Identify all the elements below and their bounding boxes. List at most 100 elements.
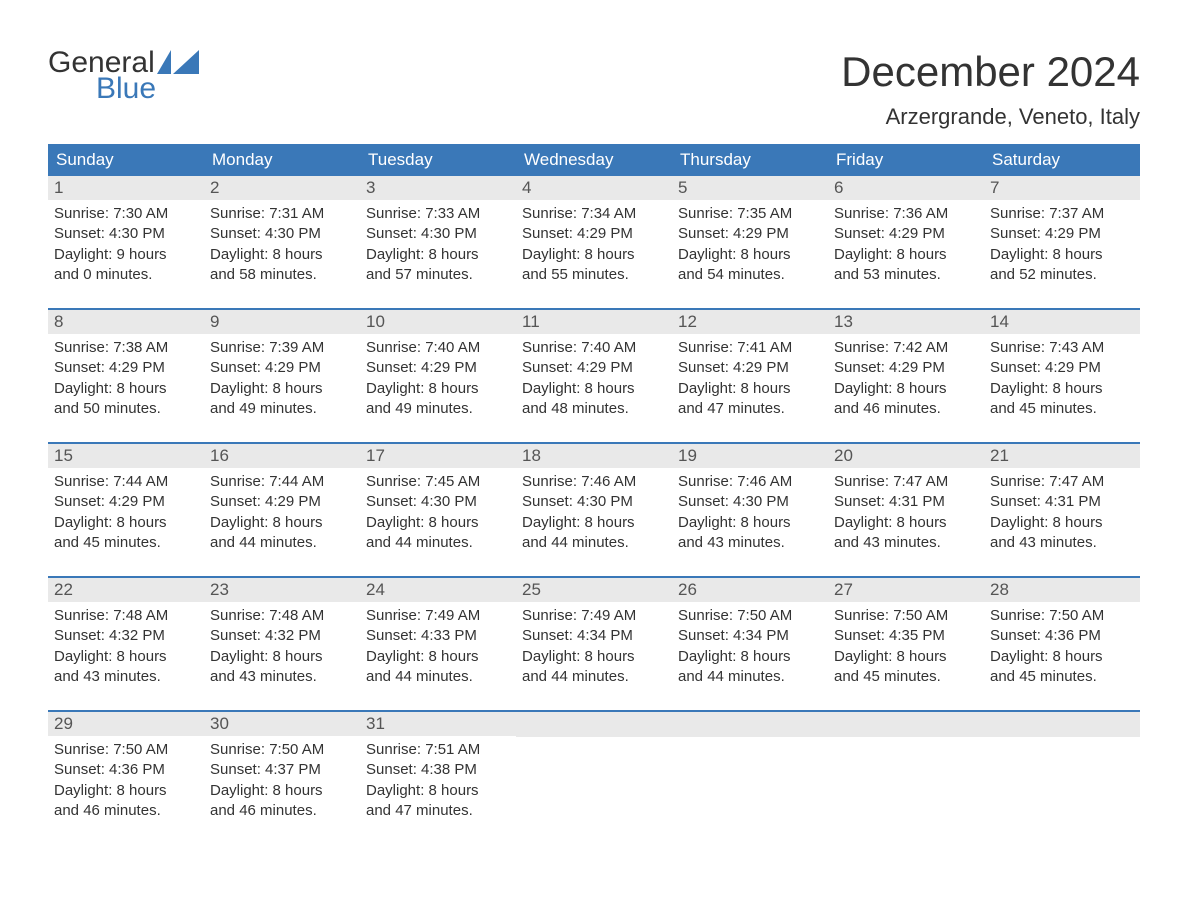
sunrise-line: Sunrise: 7:50 AM: [678, 606, 822, 626]
calendar-day: 17Sunrise: 7:45 AMSunset: 4:30 PMDayligh…: [360, 444, 516, 562]
header: General Blue December 2024 Arzergrande, …: [48, 48, 1140, 130]
day-number: 2: [204, 176, 360, 200]
empty-day-band: [984, 712, 1140, 737]
day-number: 20: [828, 444, 984, 468]
calendar-header-row: SundayMondayTuesdayWednesdayThursdayFrid…: [48, 144, 1140, 176]
calendar-day: 26 Sunrise: 7:50 AMSunset: 4:34 PMDayligh…: [672, 578, 828, 696]
daylight-line-1: Daylight: 8 hours: [990, 245, 1134, 265]
sunrise-line: Sunrise: 7:45 AM: [366, 472, 510, 492]
daylight-line-2: and 45 minutes.: [54, 533, 198, 553]
calendar-day: 16Sunrise: 7:44 AMSunset: 4:29 PMDayligh…: [204, 444, 360, 562]
day-details: Sunrise: 7:50 AMSunset: 4:36 PMDaylight:…: [984, 602, 1140, 691]
calendar-week: 1Sunrise: 7:30 AMSunset: 4:30 PMDaylight…: [48, 176, 1140, 294]
daylight-line-2: and 46 minutes.: [54, 801, 198, 821]
daylight-line-1: Daylight: 8 hours: [990, 513, 1134, 533]
day-number: 19: [672, 444, 828, 468]
weekday-header: Wednesday: [516, 144, 672, 176]
calendar-day: [516, 712, 672, 830]
daylight-line-2: and 43 minutes.: [210, 667, 354, 687]
calendar-week: 15Sunrise: 7:44 AMSunset: 4:29 PMDayligh…: [48, 442, 1140, 562]
calendar-day: 28Sunrise: 7:50 AMSunset: 4:36 PMDayligh…: [984, 578, 1140, 696]
weekday-header: Saturday: [984, 144, 1140, 176]
day-number: 3: [360, 176, 516, 200]
sunrise-line: Sunrise: 7:39 AM: [210, 338, 354, 358]
daylight-line-2: and 47 minutes.: [366, 801, 510, 821]
empty-day-band: [516, 712, 672, 737]
calendar-day: 7Sunrise: 7:37 AMSunset: 4:29 PMDaylight…: [984, 176, 1140, 294]
calendar-day: 18Sunrise: 7:46 AMSunset: 4:30 PMDayligh…: [516, 444, 672, 562]
day-number: 18: [516, 444, 672, 468]
calendar-day: 29Sunrise: 7:50 AMSunset: 4:36 PMDayligh…: [48, 712, 204, 830]
daylight-line-2: and 52 minutes.: [990, 265, 1134, 285]
calendar-body: 1Sunrise: 7:30 AMSunset: 4:30 PMDaylight…: [48, 176, 1140, 830]
day-number: 26: [672, 578, 828, 602]
day-details: Sunrise: 7:41 AMSunset: 4:29 PMDaylight:…: [672, 334, 828, 423]
sunrise-line: Sunrise: 7:50 AM: [54, 740, 198, 760]
daylight-line-1: Daylight: 8 hours: [834, 647, 978, 667]
day-details: Sunrise: 7:40 AMSunset: 4:29 PMDaylight:…: [360, 334, 516, 423]
calendar-day: 11Sunrise: 7:40 AMSunset: 4:29 PMDayligh…: [516, 310, 672, 428]
daylight-line-2: and 44 minutes.: [522, 533, 666, 553]
weekday-header: Tuesday: [360, 144, 516, 176]
day-number: 11: [516, 310, 672, 334]
day-number: 21: [984, 444, 1140, 468]
daylight-line-2: and 47 minutes.: [678, 399, 822, 419]
day-number: 31: [360, 712, 516, 736]
sunrise-line: Sunrise: 7:43 AM: [990, 338, 1134, 358]
sunset-line: Sunset: 4:29 PM: [210, 492, 354, 512]
sunset-line: Sunset: 4:29 PM: [522, 224, 666, 244]
daylight-line-1: Daylight: 8 hours: [678, 647, 822, 667]
daylight-line-2: and 46 minutes.: [834, 399, 978, 419]
calendar-day: [984, 712, 1140, 830]
daylight-line-1: Daylight: 8 hours: [990, 647, 1134, 667]
daylight-line-1: Daylight: 8 hours: [834, 379, 978, 399]
daylight-line-1: Daylight: 8 hours: [54, 379, 198, 399]
sunrise-line: Sunrise: 7:33 AM: [366, 204, 510, 224]
sunset-line: Sunset: 4:33 PM: [366, 626, 510, 646]
calendar-day: 3Sunrise: 7:33 AMSunset: 4:30 PMDaylight…: [360, 176, 516, 294]
sunset-line: Sunset: 4:29 PM: [834, 224, 978, 244]
daylight-line-2: and 0 minutes.: [54, 265, 198, 285]
daylight-line-1: Daylight: 8 hours: [366, 513, 510, 533]
title-block: December 2024 Arzergrande, Veneto, Italy: [841, 48, 1140, 130]
day-details: Sunrise: 7:40 AMSunset: 4:29 PMDaylight:…: [516, 334, 672, 423]
day-number: 29: [48, 712, 204, 736]
day-number: 12: [672, 310, 828, 334]
sunrise-line: Sunrise: 7:31 AM: [210, 204, 354, 224]
sunrise-line: Sunrise: 7:50 AM: [834, 606, 978, 626]
sunrise-line: Sunrise: 7:44 AM: [210, 472, 354, 492]
day-details: Sunrise: 7:33 AMSunset: 4:30 PMDaylight:…: [360, 200, 516, 289]
calendar-day: 9Sunrise: 7:39 AMSunset: 4:29 PMDaylight…: [204, 310, 360, 428]
brand-logo: General Blue: [48, 48, 199, 104]
daylight-line-2: and 44 minutes.: [210, 533, 354, 553]
calendar-day: [672, 712, 828, 830]
day-details: Sunrise: 7:46 AMSunset: 4:30 PMDaylight:…: [672, 468, 828, 557]
sunset-line: Sunset: 4:34 PM: [678, 626, 822, 646]
sunset-line: Sunset: 4:30 PM: [210, 224, 354, 244]
day-details: Sunrise: 7:50 AMSunset: 4:35 PMDaylight:…: [828, 602, 984, 691]
calendar-day: 30Sunrise: 7:50 AMSunset: 4:37 PMDayligh…: [204, 712, 360, 830]
day-details: Sunrise: 7:50 AMSunset: 4:36 PMDaylight:…: [48, 736, 204, 825]
daylight-line-2: and 43 minutes.: [834, 533, 978, 553]
day-details: Sunrise: 7:50 AMSunset: 4:37 PMDaylight:…: [204, 736, 360, 825]
sunset-line: Sunset: 4:29 PM: [990, 224, 1134, 244]
sunset-line: Sunset: 4:29 PM: [54, 358, 198, 378]
daylight-line-1: Daylight: 8 hours: [990, 379, 1134, 399]
sunset-line: Sunset: 4:38 PM: [366, 760, 510, 780]
sunset-line: Sunset: 4:30 PM: [366, 224, 510, 244]
sunrise-line: Sunrise: 7:51 AM: [366, 740, 510, 760]
sunrise-line: Sunrise: 7:37 AM: [990, 204, 1134, 224]
calendar: SundayMondayTuesdayWednesdayThursdayFrid…: [48, 144, 1140, 830]
sunrise-line: Sunrise: 7:48 AM: [54, 606, 198, 626]
day-details: Sunrise: 7:35 AMSunset: 4:29 PMDaylight:…: [672, 200, 828, 289]
daylight-line-1: Daylight: 8 hours: [210, 513, 354, 533]
daylight-line-1: Daylight: 8 hours: [210, 647, 354, 667]
calendar-day: 19Sunrise: 7:46 AMSunset: 4:30 PMDayligh…: [672, 444, 828, 562]
calendar-day: 24Sunrise: 7:49 AMSunset: 4:33 PMDayligh…: [360, 578, 516, 696]
sunset-line: Sunset: 4:30 PM: [678, 492, 822, 512]
weekday-header: Sunday: [48, 144, 204, 176]
daylight-line-1: Daylight: 8 hours: [210, 781, 354, 801]
daylight-line-1: Daylight: 8 hours: [522, 513, 666, 533]
daylight-line-2: and 55 minutes.: [522, 265, 666, 285]
daylight-line-2: and 45 minutes.: [834, 667, 978, 687]
